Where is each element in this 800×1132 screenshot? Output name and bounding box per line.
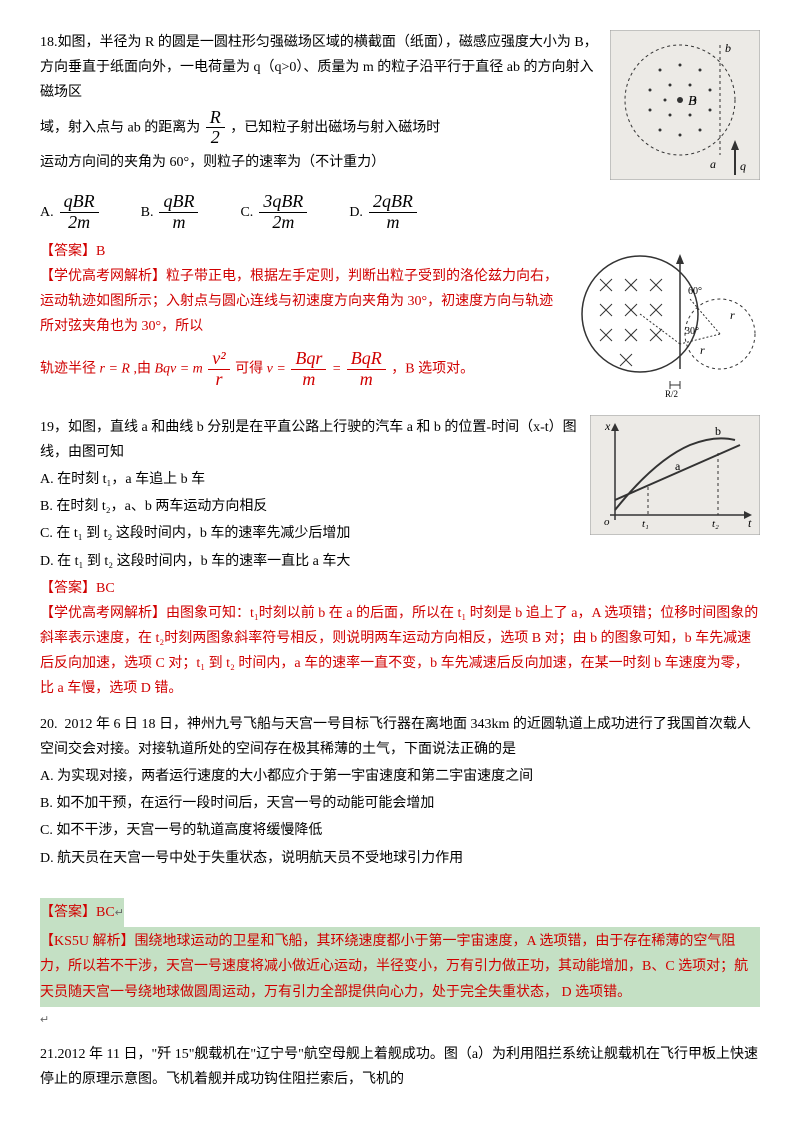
den-m1: m bbox=[298, 370, 319, 390]
den-m2: m bbox=[356, 370, 377, 390]
math-bqv: Bqv = m bbox=[154, 362, 202, 377]
figure-18-solution: 60° 30° r r R/2 bbox=[570, 239, 760, 399]
num-v2: v² bbox=[208, 349, 229, 370]
q18-text1: 如图，半径为 R 的圆是一圆柱形匀强磁场区域的横截面（纸面），磁感应强度大小为 … bbox=[40, 35, 598, 100]
q20-intro-line: 20. 2012 年 6 日 18 日，神州九号飞船与天宫一号目标飞行器在离地面… bbox=[40, 712, 760, 762]
q19-answer-label: 【答案】BC bbox=[40, 576, 760, 601]
math-r-eq-R: r = R bbox=[100, 362, 134, 377]
ylabel: x bbox=[604, 419, 611, 433]
q20-analysis: 【KS5U 解析】围绕地球运动的卫星和飞船，其环绕速度都小于第一宇宙速度，A 选… bbox=[40, 927, 760, 1007]
q20-answer-hl: 【答案】BC↵ bbox=[40, 898, 760, 927]
opt-D-label: D. bbox=[349, 200, 363, 225]
q19-number: 19， bbox=[40, 420, 68, 435]
return-icon: ↵ bbox=[115, 907, 124, 919]
curve-a: a bbox=[675, 459, 681, 473]
q20-D: D. 航天员在天宫一号中处于失重状态，说明航天员不受地球引力作用 bbox=[40, 846, 760, 871]
label-30: 30° bbox=[685, 326, 699, 337]
label-R2: R/2 bbox=[665, 389, 678, 399]
math-v-eq: v = bbox=[267, 362, 290, 377]
question-21: 21.2012 年 11 日，"歼 15"舰载机在"辽宁号"航空母舰上着舰成功。… bbox=[40, 1042, 760, 1092]
q20-A: A. 为实现对接，两者运行速度的大小都应介于第一宇宙速度和第二宇宙速度之间 bbox=[40, 764, 760, 789]
q20-number: 20. bbox=[40, 717, 58, 732]
q19-intro-text: 如图，直线 a 和曲线 b 分别是在平直公路上行驶的汽车 a 和 b 的位置-时… bbox=[40, 420, 577, 460]
option-C: C. 3qBR 2m bbox=[240, 192, 309, 233]
opt-D-num: 2qBR bbox=[369, 192, 417, 213]
q20-B: B. 如不加干预，在运行一段时间后，天宫一号的动能可能会增加 bbox=[40, 791, 760, 816]
opt-C-label: C. bbox=[240, 200, 253, 225]
return-icon-2: ↵ bbox=[40, 1014, 49, 1026]
den-r: r bbox=[211, 370, 226, 390]
figure-18-field: B b a q bbox=[610, 30, 760, 180]
question-20: 20. 2012 年 6 日 18 日，神州九号飞船与天宫一号目标飞行器在离地面… bbox=[40, 712, 760, 1032]
label-r2: r bbox=[700, 343, 705, 357]
label-q: q bbox=[740, 159, 746, 173]
q21-number: 21. bbox=[40, 1047, 58, 1062]
t1: t₁ bbox=[642, 518, 649, 530]
question-19: x t o a b t₁ t₂ 19，如图，直线 a 和曲线 b 分别是在平直公… bbox=[40, 415, 760, 702]
q20-answer-label: 【答案】BC↵ bbox=[40, 898, 124, 927]
opt-B-label: B. bbox=[141, 200, 154, 225]
q18-text2a: 域，射入点与 ab 的距离为 bbox=[40, 120, 200, 135]
label-r1: r bbox=[730, 308, 735, 322]
q19-answer: 【答案】BC 【学优高考网解析】由图象可知：t₁时刻以前 b 在 a 的后面，所… bbox=[40, 576, 760, 702]
opt-C-num: 3qBR bbox=[259, 192, 307, 213]
label-b: b bbox=[725, 41, 731, 55]
q18-options: A. qBR 2m B. qBR m C. 3qBR 2m D. 2qBR m bbox=[40, 192, 760, 233]
opt-B-num: qBR bbox=[159, 192, 198, 213]
frac-num: R bbox=[206, 108, 225, 129]
opt-D-frac: 2qBR m bbox=[369, 192, 417, 233]
opt-C-den: 2m bbox=[268, 213, 298, 233]
q19-D: D. 在 t₁ 到 t₂ 这段时间内，b 车的速率一直比 a 车大 bbox=[40, 549, 760, 574]
option-A: A. qBR 2m bbox=[40, 192, 101, 233]
frac-R-over-2: R 2 bbox=[206, 108, 225, 149]
label-B: B bbox=[688, 94, 697, 109]
frac-bqr-m: Bqr m bbox=[291, 349, 326, 390]
opt-A-frac: qBR 2m bbox=[60, 192, 99, 233]
q20-analysis-hl: 【KS5U 解析】围绕地球运动的卫星和飞船，其环绕速度都小于第一宇宙速度，A 选… bbox=[40, 927, 760, 1032]
q18-math-tail: ，B 选项对。 bbox=[391, 362, 474, 377]
frac-den: 2 bbox=[207, 128, 224, 148]
q18-answer: 60° 30° r r R/2 【答案】B 【学优高考网解析】粒子带正电，根据左… bbox=[40, 239, 760, 405]
question-18: B b a q 18.如图，半径为 R 的圆是一圆柱形匀强磁场区域的横截面（纸面… bbox=[40, 30, 760, 405]
opt-D-den: m bbox=[382, 213, 403, 233]
opt-A-num: qBR bbox=[60, 192, 99, 213]
num-bqR: BqR bbox=[347, 349, 386, 370]
q21-text: 2012 年 11 日，"歼 15"舰载机在"辽宁号"航空母舰上着舰成功。图（a… bbox=[40, 1047, 758, 1087]
q18-number: 18. bbox=[40, 35, 58, 50]
q20-answer: 【答案】BC↵ 【KS5U 解析】围绕地球运动的卫星和飞船，其环绕速度都小于第一… bbox=[40, 898, 760, 1032]
opt-B-den: m bbox=[168, 213, 189, 233]
label-a: a bbox=[710, 157, 716, 171]
q18-text2b: ，已知粒子射出磁场与射入磁场时 bbox=[230, 120, 440, 135]
opt-C-frac: 3qBR 2m bbox=[259, 192, 307, 233]
option-D: D. 2qBR m bbox=[349, 192, 419, 233]
q20-answer-text: 【答案】BC bbox=[40, 905, 115, 920]
q20-C: C. 如不干涉，天宫一号的轨道高度将缓慢降低 bbox=[40, 818, 760, 843]
option-B: B. qBR m bbox=[141, 192, 201, 233]
q20-intro: 2012 年 6 日 18 日，神州九号飞船与天宫一号目标飞行器在离地面 343… bbox=[40, 717, 751, 757]
figure-19-xt: x t o a b t₁ t₂ bbox=[590, 415, 760, 535]
curve-b: b bbox=[715, 424, 721, 438]
label-60: 60° bbox=[688, 286, 702, 297]
opt-B-frac: qBR m bbox=[159, 192, 198, 233]
math-eq2: = bbox=[332, 362, 345, 377]
q18-math-prefix: 轨迹半径 bbox=[40, 362, 96, 377]
frac-v2-r: v² r bbox=[208, 349, 229, 390]
frac-bqR-m: BqR m bbox=[347, 349, 386, 390]
opt-A-den: 2m bbox=[64, 213, 94, 233]
num-bqr: Bqr bbox=[291, 349, 326, 370]
t2: t₂ bbox=[712, 518, 719, 530]
q19-analysis: 【学优高考网解析】由图象可知：t₁时刻以前 b 在 a 的后面，所以在 t₁ 时… bbox=[40, 601, 760, 702]
origin: o bbox=[604, 516, 610, 528]
opt-A-label: A. bbox=[40, 200, 54, 225]
